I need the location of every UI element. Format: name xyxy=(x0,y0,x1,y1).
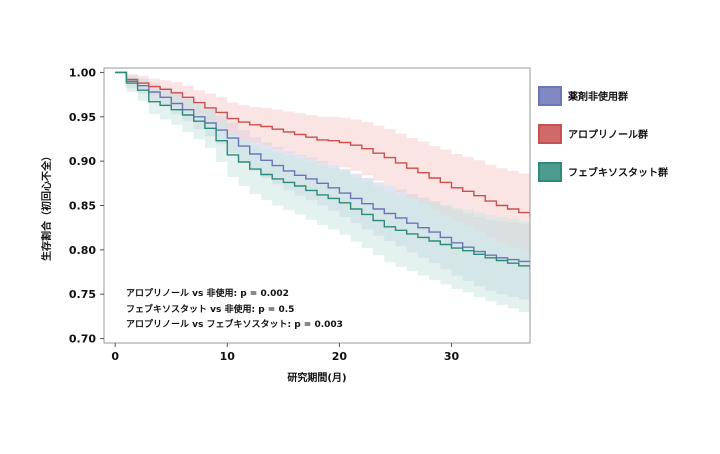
p-value-annotations: アロプリノール vs 非使用: p = 0.002 フェブキソスタット vs 非… xyxy=(126,287,343,330)
survival-lines xyxy=(115,71,530,270)
y-axis: 0.70 0.75 0.80 0.85 0.90 0.95 1.00 xyxy=(69,66,104,346)
legend-label-1: アロプリノール群 xyxy=(568,128,648,141)
legend-label-2: フェブキソスタット群 xyxy=(568,166,668,179)
y-tick-label: 0.85 xyxy=(69,200,96,213)
y-tick-label: 0.75 xyxy=(69,288,96,301)
annotation-febuxostat-vs-none: フェブキソスタット vs 非使用: p = 0.5 xyxy=(126,303,294,315)
survival-line-0 xyxy=(115,71,530,263)
legend-swatch-2 xyxy=(538,162,562,182)
annotation-allopurinol-vs-none: アロプリノール vs 非使用: p = 0.002 xyxy=(126,287,289,299)
legend-label-0: 薬剤非使用群 xyxy=(567,90,628,103)
legend-swatch-1 xyxy=(538,124,562,144)
x-tick-label: 30 xyxy=(444,350,460,363)
legend-swatch-0 xyxy=(538,86,562,106)
x-tick-label: 0 xyxy=(111,350,119,363)
x-tick-label: 10 xyxy=(220,350,236,363)
y-tick-label: 0.80 xyxy=(69,244,96,257)
confidence-band-1 xyxy=(115,72,530,258)
survival-line-1 xyxy=(115,71,530,217)
x-tick-label: 20 xyxy=(332,350,348,363)
y-tick-label: 0.70 xyxy=(69,333,96,346)
x-axis: 0 10 20 30 xyxy=(111,343,460,363)
annotation-allopurinol-vs-febuxostat: アロプリノール vs フェブキソスタット: p = 0.003 xyxy=(126,318,343,330)
y-axis-label: 生存割合（初回心不全） xyxy=(40,151,53,261)
survival-line-2 xyxy=(115,71,530,270)
y-tick-label: 0.95 xyxy=(69,111,96,124)
x-axis-label: 研究期間(月) xyxy=(287,371,346,384)
y-tick-label: 0.90 xyxy=(69,155,96,168)
y-tick-label: 1.00 xyxy=(69,66,96,79)
